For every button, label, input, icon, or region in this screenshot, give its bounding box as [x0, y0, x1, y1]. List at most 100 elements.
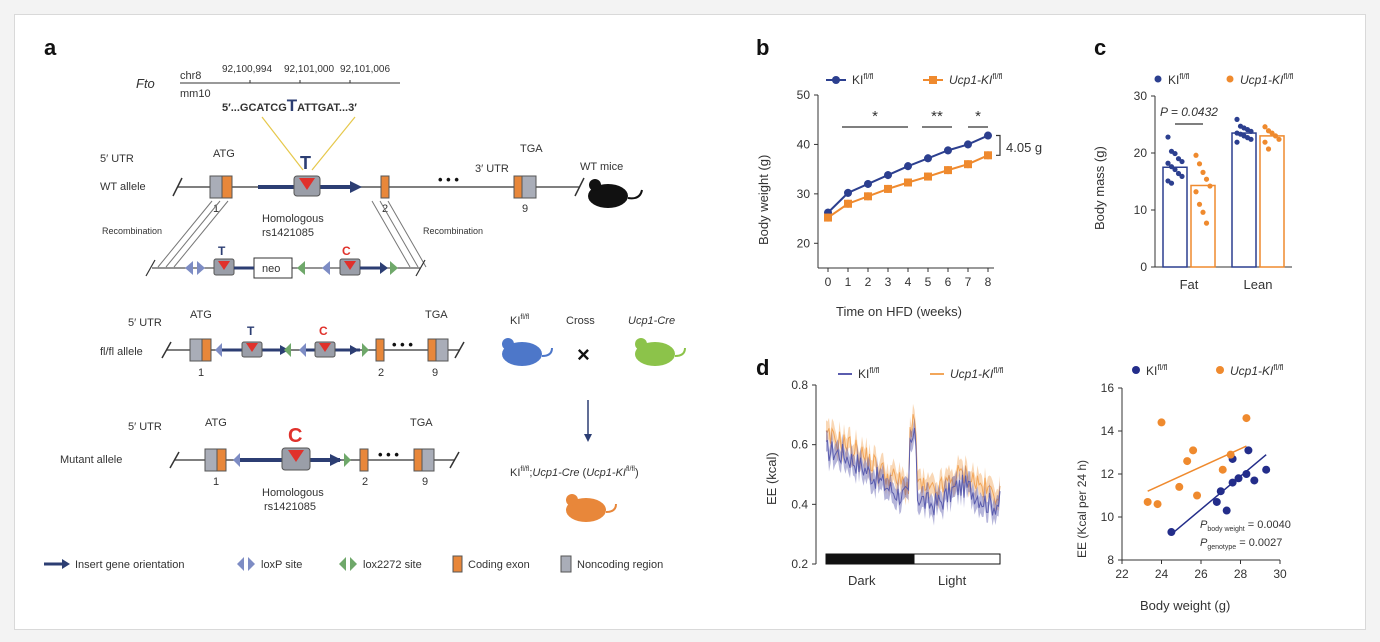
legend-d2-ucp1-text: Ucp1-KI [1230, 364, 1274, 378]
b-difference-bracket [996, 134, 1001, 156]
stat1-value: = 0.0040 [1245, 519, 1291, 531]
c-dot [1276, 136, 1282, 142]
legend-c-ucp1-sup: fl/fl [1283, 72, 1293, 81]
construct-C: C [342, 244, 351, 258]
panel-d-left-legend: KIfl/fl Ucp1-KIfl/fl [838, 366, 1004, 381]
d2-x-tick-label: 26 [1194, 567, 1208, 581]
b-point-ucp1 [924, 172, 932, 181]
b-point-ki [864, 179, 872, 188]
legend-b-ucp1-sup: fl/fl [992, 72, 1002, 81]
recombination-right: Recombination [423, 226, 483, 236]
c-category-label: Fat [1180, 277, 1199, 292]
d1-ucp1-band [826, 403, 1000, 515]
legend-b-ucp1: Ucp1-KIfl/fl [949, 72, 1003, 87]
c-dot [1203, 176, 1210, 182]
c-dot [1269, 130, 1275, 136]
legend-marker-d-ucp1 [1216, 366, 1224, 374]
c-dot [1196, 201, 1203, 207]
legend-d2-ucp1-sup: fl/fl [1273, 363, 1283, 372]
c-category-label: Lean [1244, 277, 1273, 292]
b-point-ki [884, 171, 892, 180]
lox2272-site-icon [390, 261, 398, 275]
loxp-site-icon [322, 261, 330, 275]
flfl-exon9: 9 [432, 367, 438, 379]
b-point-ucp1 [964, 160, 972, 169]
d2-x-tick-label: 30 [1273, 567, 1287, 581]
d-left-ylabel: EE (kcal) [764, 452, 779, 505]
panel-d-right-legend: KIfl/fl Ucp1-KIfl/fl [1132, 363, 1284, 378]
legend-d2-ucp1: Ucp1-KIfl/fl [1230, 363, 1284, 378]
insert-arrow-head [350, 181, 362, 193]
legend-loxp: loxP site [261, 559, 302, 571]
panel-d-label: d [756, 355, 769, 380]
b-significance-label: * [975, 108, 981, 125]
mut-exon2: 2 [362, 476, 368, 488]
b-x-tick-label: 5 [925, 275, 932, 289]
d2-point-ucp1 [1218, 465, 1227, 474]
d2-point-ucp1 [1242, 414, 1251, 423]
flfl-exon1: 1 [198, 367, 204, 379]
light-phase-bar [913, 553, 1001, 565]
d-right-axes: 8 10 12 14 16 22 24 26 28 30 [1101, 381, 1287, 581]
coding-exon-legend-icon [452, 555, 463, 573]
d2-point-ki [1250, 476, 1259, 485]
legend-marker-ucp1 [929, 76, 937, 84]
d2-point-ki [1222, 506, 1231, 515]
wt-allele-label: WT allele [100, 181, 146, 193]
result-paren-open: ( [580, 467, 587, 479]
snp-marker [299, 178, 315, 190]
b-marks: * ** * [824, 108, 1001, 222]
b-x-tick-label: 4 [905, 275, 912, 289]
b-point-ucp1 [884, 184, 892, 193]
c-pvalue: P = 0.0432 [1160, 105, 1218, 119]
d2-y-tick-label: 8 [1107, 553, 1114, 567]
mut-tga: TGA [410, 417, 433, 429]
flfl-allele-diagram: T C • • • 1 2 9 [161, 324, 465, 379]
loxp-legend-icon [237, 557, 244, 571]
d2-point-ucp1 [1143, 497, 1152, 506]
c-bar [1162, 166, 1188, 268]
flfl-5utr: 5′ UTR [128, 317, 162, 329]
wt-break-marks [172, 177, 585, 197]
b-xlabel: Time on HFD (weeks) [836, 304, 962, 319]
c-y-tick-label: 10 [1134, 203, 1148, 217]
panel-c-legend: KIfl/fl Ucp1-KIfl/fl [1154, 72, 1294, 87]
legend-d2-ki-sup: fl/fl [1157, 363, 1167, 372]
mouse-cre-icon [635, 338, 686, 366]
b-axes: 20 30 40 50 0 1 2 3 4 5 6 7 8 [797, 88, 994, 289]
targeting-construct: T neo C [145, 244, 426, 279]
d2-x-tick-label: 24 [1155, 567, 1169, 581]
legend-marker-c-ucp1 [1226, 75, 1234, 83]
c-dot [1179, 173, 1185, 179]
b-difference-label: 4.05 g [1006, 140, 1042, 155]
d2-point-ki [1216, 487, 1225, 496]
wt-atg: ATG [213, 148, 235, 160]
flfl-T: T [247, 324, 255, 338]
result-sup2: fl/fl [626, 466, 635, 473]
panel-b: b KIfl/fl Ucp1-KIfl/fl Body weight (g) T… [756, 35, 1042, 319]
coding-exon-1 [221, 175, 233, 199]
ruler-coord-2: 92,101,000 [284, 64, 334, 75]
legend-b-ki: KIfl/fl [852, 72, 874, 87]
c-dot [1203, 220, 1210, 226]
wt-mice-label: WT mice [580, 161, 623, 173]
c-dot [1168, 164, 1175, 170]
c-dot [1200, 169, 1206, 175]
d1-y-tick-label: 0.4 [791, 497, 808, 511]
panel-b-label: b [756, 35, 769, 60]
b-x-tick-label: 0 [825, 275, 832, 289]
d-right-xlabel: Body weight (g) [1140, 598, 1230, 613]
c-dot [1175, 170, 1182, 177]
legend-marker-c-ki [1154, 75, 1162, 83]
mut-homologous: Homologous [262, 487, 324, 499]
zoom-guide-left [261, 116, 304, 171]
d2-point-ki [1167, 528, 1176, 537]
d-stat-bodyweight: Pbody weight = 0.0040 [1200, 519, 1291, 533]
mutant-C: C [288, 425, 302, 447]
c-dot [1165, 160, 1171, 166]
d2-y-tick-label: 10 [1101, 510, 1115, 524]
b-point-ucp1 [844, 199, 852, 208]
zoom-guide-right [311, 116, 356, 171]
legend-c-ki-text: KI [1168, 73, 1179, 87]
d2-point-ucp1 [1226, 450, 1235, 459]
